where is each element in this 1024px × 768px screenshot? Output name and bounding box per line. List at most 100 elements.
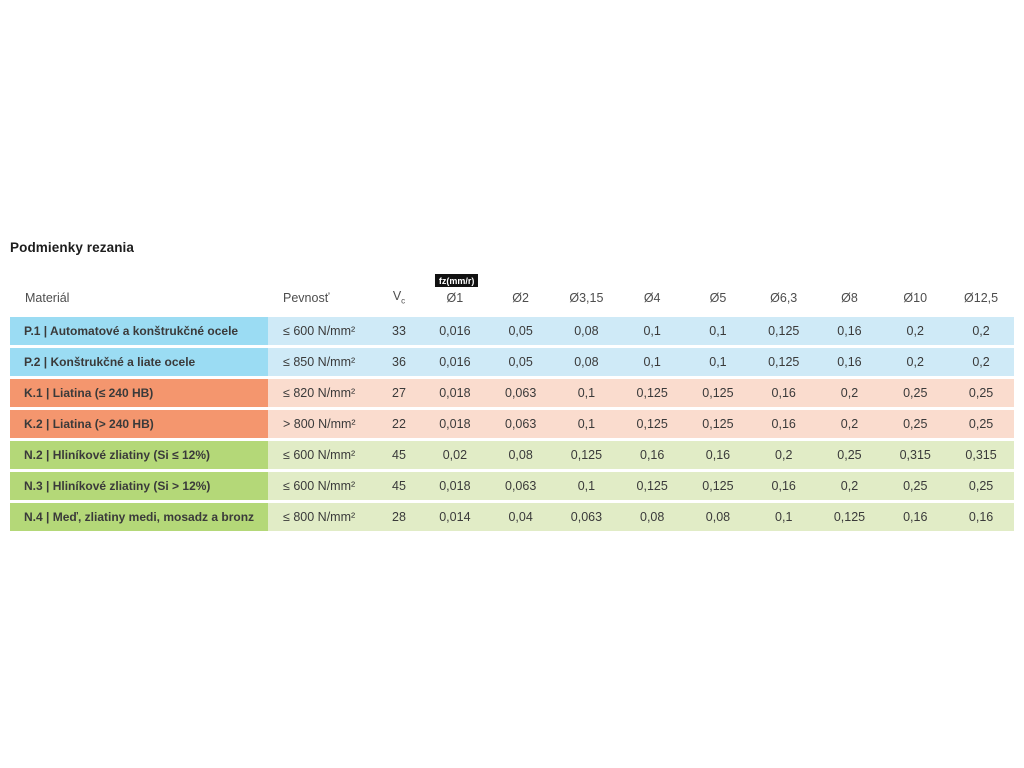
fz-value-cell: 0,25 (882, 410, 949, 438)
fz-value-cell: 0,16 (816, 348, 883, 376)
fz-value-cell: 0,25 (948, 379, 1014, 407)
column-header-pevnost: Pevnosť (283, 291, 330, 305)
fz-value-cell: 0,2 (816, 472, 883, 500)
pevnost-cell: ≤ 800 N/mm² (268, 503, 376, 531)
column-header-d4: Ø4 (643, 291, 661, 305)
fz-value-cell: 0,125 (619, 379, 686, 407)
fz-value-cell: 0,125 (685, 472, 751, 500)
fz-value-cell: 0,014 (422, 503, 488, 531)
fz-value-cell: 0,16 (619, 441, 686, 469)
fz-value-cell: 0,1 (685, 348, 751, 376)
fz-value-cell: 0,2 (882, 348, 949, 376)
fz-value-cell: 0,1 (553, 410, 620, 438)
table-body: P.1 | Automatové a konštrukčné ocele ≤ 60… (10, 317, 1014, 531)
fz-value-cell: 0,25 (816, 441, 883, 469)
table-row: P.1 | Automatové a konštrukčné ocele ≤ 60… (10, 317, 1014, 345)
fz-value-cell: 0,1 (553, 379, 620, 407)
fz-value-cell: 0,018 (422, 410, 488, 438)
vc-cell: 36 (376, 348, 422, 376)
fz-value-cell: 0,016 (422, 317, 488, 345)
material-cell: N.3 | Hliníkové zliatiny (Si > 12%) (10, 472, 268, 500)
column-header-vc: Vc (392, 288, 406, 306)
table-row: K.1 | Liatina (≤ 240 HB) ≤ 820 N/mm² 27 0,0… (10, 379, 1014, 407)
fz-value-cell: 0,1 (553, 472, 620, 500)
fz-value-cell: 0,16 (750, 472, 817, 500)
fz-value-cell: 0,02 (422, 441, 488, 469)
fz-value-cell: 0,16 (816, 317, 883, 345)
material-cell: N.2 | Hliníkové zliatiny (Si ≤ 12%) (10, 441, 268, 469)
fz-value-cell: 0,315 (948, 441, 1014, 469)
fz-value-cell: 0,05 (487, 317, 554, 345)
vc-cell: 33 (376, 317, 422, 345)
fz-value-cell: 0,16 (750, 410, 817, 438)
vc-cell: 27 (376, 379, 422, 407)
fz-value-cell: 0,018 (422, 379, 488, 407)
column-header-d5: Ø5 (709, 291, 727, 305)
fz-value-cell: 0,125 (685, 410, 751, 438)
pevnost-cell: ≤ 600 N/mm² (268, 441, 376, 469)
column-header-d3: Ø3,15 (569, 291, 604, 305)
fz-value-cell: 0,063 (487, 379, 554, 407)
fz-value-cell: 0,16 (685, 441, 751, 469)
material-cell: P.2 | Konštrukčné a liate ocele (10, 348, 268, 376)
fz-value-cell: 0,08 (685, 503, 751, 531)
fz-value-cell: 0,1 (619, 348, 686, 376)
fz-value-cell: 0,08 (553, 348, 620, 376)
fz-value-cell: 0,063 (487, 472, 554, 500)
fz-value-cell: 0,125 (619, 410, 686, 438)
fz-value-cell: 0,2 (750, 441, 817, 469)
fz-unit-badge: fz(mm/r) (434, 274, 479, 287)
fz-value-cell: 0,2 (948, 348, 1014, 376)
table-row: N.2 | Hliníkové zliatiny (Si ≤ 12%) ≤ 600… (10, 441, 1014, 469)
table-row: P.2 | Konštrukčné a liate ocele ≤ 850 N/m… (10, 348, 1014, 376)
fz-value-cell: 0,063 (487, 410, 554, 438)
fz-value-cell: 0,1 (619, 317, 686, 345)
fz-value-cell: 0,16 (750, 379, 817, 407)
table-row: N.4 | Meď, zliatiny medi, mosadz a bronz… (10, 503, 1014, 531)
fz-value-cell: 0,063 (553, 503, 620, 531)
column-header-d2: Ø2 (512, 291, 529, 305)
fz-value-cell: 0,125 (619, 472, 686, 500)
section-title: Podmienky rezania (10, 240, 134, 255)
pevnost-cell: ≤ 820 N/mm² (268, 379, 376, 407)
material-cell: K.2 | Liatina (> 240 HB) (10, 410, 268, 438)
pevnost-cell: ≤ 850 N/mm² (268, 348, 376, 376)
vc-cell: 45 (376, 441, 422, 469)
material-cell: K.1 | Liatina (≤ 240 HB) (10, 379, 268, 407)
fz-value-cell: 0,16 (948, 503, 1014, 531)
fz-value-cell: 0,1 (685, 317, 751, 345)
fz-value-cell: 0,04 (487, 503, 554, 531)
fz-value-cell: 0,08 (553, 317, 620, 345)
fz-value-cell: 0,125 (750, 348, 817, 376)
fz-value-cell: 0,125 (816, 503, 883, 531)
fz-value-cell: 0,05 (487, 348, 554, 376)
table-row: K.2 | Liatina (> 240 HB) > 800 N/mm² 22 0,0… (10, 410, 1014, 438)
fz-value-cell: 0,25 (948, 410, 1014, 438)
fz-value-cell: 0,2 (816, 410, 883, 438)
fz-value-cell: 0,125 (750, 317, 817, 345)
material-cell: P.1 | Automatové a konštrukčné ocele (10, 317, 268, 345)
vc-cell: 22 (376, 410, 422, 438)
fz-value-cell: 0,2 (882, 317, 949, 345)
fz-value-cell: 0,1 (750, 503, 817, 531)
vc-cell: 45 (376, 472, 422, 500)
pevnost-cell: ≤ 600 N/mm² (268, 472, 376, 500)
pevnost-cell: ≤ 600 N/mm² (268, 317, 376, 345)
cutting-conditions-section: Podmienky rezania Materiál Pevnosť Vc fz… (10, 240, 1014, 534)
fz-value-cell: 0,125 (685, 379, 751, 407)
fz-value-cell: 0,08 (487, 441, 554, 469)
fz-value-cell: 0,2 (948, 317, 1014, 345)
fz-value-cell: 0,25 (948, 472, 1014, 500)
column-header-d6: Ø6,3 (770, 291, 798, 305)
fz-value-cell: 0,25 (882, 379, 949, 407)
pevnost-cell: > 800 N/mm² (268, 410, 376, 438)
column-header-d1: fz(mm/r) Ø1 (422, 270, 488, 314)
header-row: Materiál Pevnosť Vc fz(mm/r) Ø1 Ø2 Ø3,15… (10, 270, 1014, 314)
column-header-d9: Ø12,5 (964, 291, 999, 305)
column-header-d7: Ø8 (841, 291, 858, 305)
fz-value-cell: 0,315 (882, 441, 949, 469)
vc-cell: 28 (376, 503, 422, 531)
column-header-material: Materiál (25, 291, 70, 305)
fz-value-cell: 0,2 (816, 379, 883, 407)
table-row: N.3 | Hliníkové zliatiny (Si > 12%) ≤ 600… (10, 472, 1014, 500)
